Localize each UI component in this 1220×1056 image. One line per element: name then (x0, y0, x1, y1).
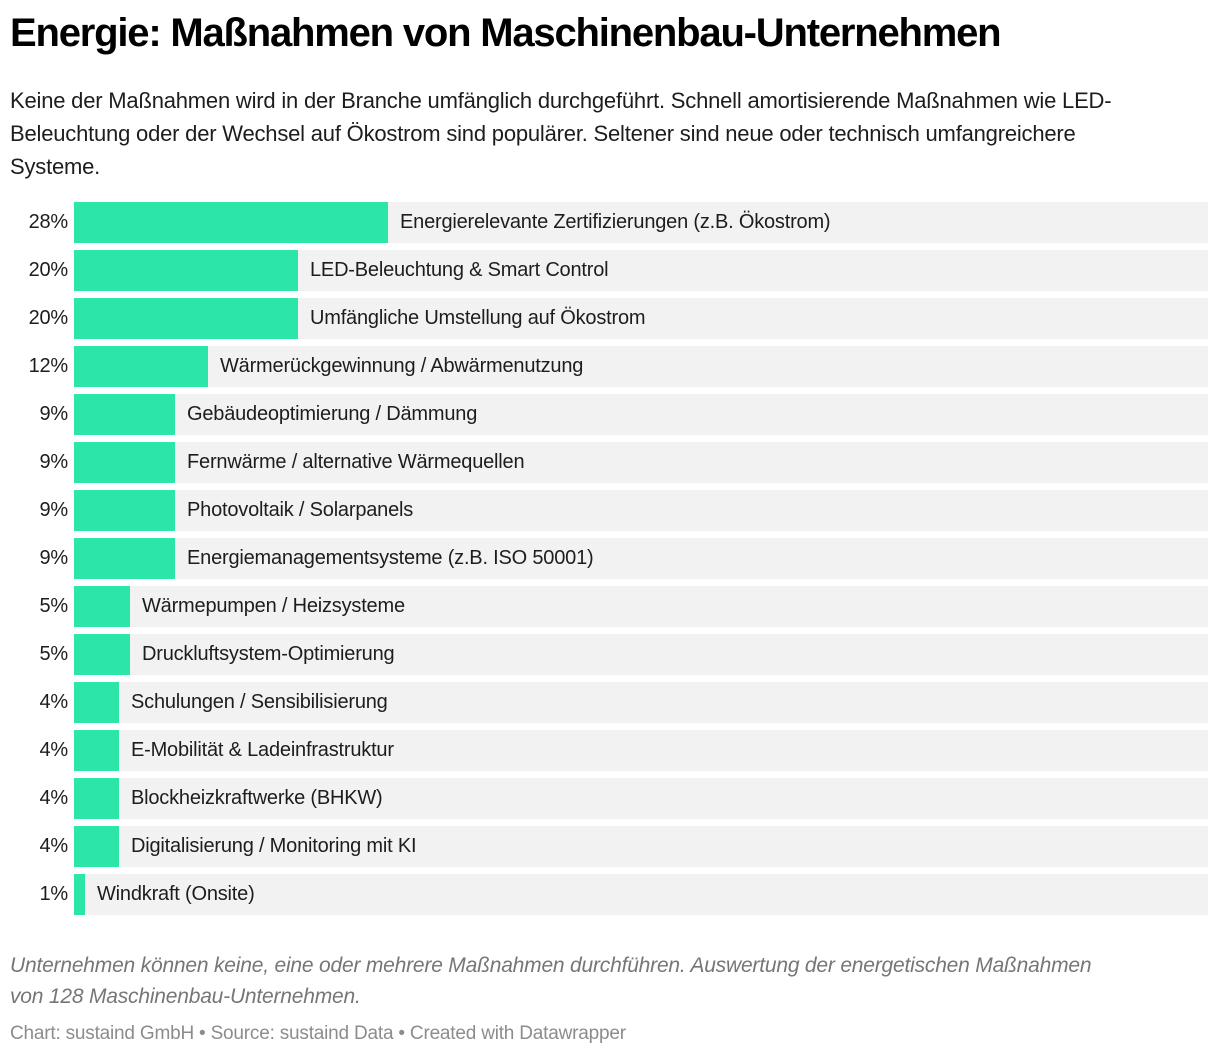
bar-row: 20% LED-Beleuchtung & Smart Control (0, 250, 1220, 291)
bar-row: 28% Energierelevante Zertifizierungen (z.… (0, 202, 1220, 243)
bar (74, 730, 119, 771)
bar-track: Gebäudeoptimierung / Dämmung (74, 394, 1208, 435)
bar (74, 250, 298, 291)
bar-row: 4% Digitalisierung / Monitoring mit KI (0, 826, 1220, 867)
bar (74, 490, 175, 531)
bar-row: 5% Wärmepumpen / Heizsysteme (0, 586, 1220, 627)
bar-track: LED-Beleuchtung & Smart Control (74, 250, 1208, 291)
bar-value-label: 5% (39, 595, 68, 617)
bar-track: Wärmepumpen / Heizsysteme (74, 586, 1208, 627)
chart-title: Energie: Maßnahmen von Maschinenbau-Unte… (10, 11, 1002, 55)
bar-category-label: Energierelevante Zertifizierungen (z.B. … (400, 211, 831, 233)
bar-track: Fernwärme / alternative Wärmequellen (74, 442, 1208, 483)
bar (74, 778, 119, 819)
bar-row: 9% Gebäudeoptimierung / Dämmung (0, 394, 1220, 435)
bar-category-label: E-Mobilität & Ladeinfrastruktur (131, 739, 394, 761)
bar-row: 9% Energiemanagementsysteme (z.B. ISO 500… (0, 538, 1220, 579)
bar-track: Schulungen / Sensibilisierung (74, 682, 1208, 723)
bar-row: 4% Schulungen / Sensibilisierung (0, 682, 1220, 723)
bar-category-label: Umfängliche Umstellung auf Ökostrom (310, 307, 646, 329)
bar-value-label: 20% (28, 259, 69, 281)
bar-track: Energiemanagementsysteme (z.B. ISO 50001… (74, 538, 1208, 579)
chart-notes: Unternehmen können keine, eine oder mehr… (10, 954, 1092, 1008)
bar-category-label: Blockheizkraftwerke (BHKW) (131, 787, 383, 809)
bar-category-label: Wärmerückgewinnung / Abwärmenutzung (220, 355, 584, 377)
bar-track: Umfängliche Umstellung auf Ökostrom (74, 298, 1208, 339)
bar-category-label: Energiemanagementsysteme (z.B. ISO 50001… (187, 547, 594, 569)
bar-category-label: Digitalisierung / Monitoring mit KI (131, 835, 417, 857)
bar-category-label: Wärmepumpen / Heizsysteme (142, 595, 405, 617)
bar-category-label: Gebäudeoptimierung / Dämmung (187, 403, 478, 425)
bar (74, 826, 119, 867)
bar (74, 634, 130, 675)
bar-row: 4% E-Mobilität & Ladeinfrastruktur (0, 730, 1220, 771)
bar (74, 682, 119, 723)
bar-value-label: 4% (39, 691, 68, 713)
bar-value-label: 9% (39, 451, 68, 473)
bar (74, 394, 175, 435)
bar-category-label: Fernwärme / alternative Wärmequellen (187, 451, 525, 473)
bar-track: Druckluftsystem-Optimierung (74, 634, 1208, 675)
bar-value-label: 4% (39, 787, 68, 809)
bar-track: E-Mobilität & Ladeinfrastruktur (74, 730, 1208, 771)
bar (74, 346, 208, 387)
bar (74, 874, 85, 915)
bar (74, 202, 388, 243)
chart-byline: Chart: sustaind GmbH • Source: sustaind … (10, 1023, 626, 1044)
bar-row: 9% Fernwärme / alternative Wärmequellen (0, 442, 1220, 483)
bar-category-label: Photovoltaik / Solarpanels (187, 499, 414, 521)
bar-category-label: Druckluftsystem-Optimierung (142, 643, 395, 665)
bar-row: 1% Windkraft (Onsite) (0, 874, 1220, 915)
bar-track: Windkraft (Onsite) (74, 874, 1208, 915)
chart-subtitle: Keine der Maßnahmen wird in der Branche … (10, 88, 1112, 179)
bar-track: Photovoltaik / Solarpanels (74, 490, 1208, 531)
bar-value-label: 9% (39, 403, 68, 425)
bar (74, 538, 175, 579)
bar (74, 298, 298, 339)
bar-row: 12% Wärmerückgewinnung / Abwärmenutzung (0, 346, 1220, 387)
bar-category-label: Schulungen / Sensibilisierung (131, 691, 388, 713)
bar-value-label: 4% (39, 739, 68, 761)
bar-category-label: Windkraft (Onsite) (97, 883, 255, 905)
bar-value-label: 9% (39, 547, 68, 569)
bar-row: 5% Druckluftsystem-Optimierung (0, 634, 1220, 675)
bar-value-label: 20% (28, 307, 69, 329)
bar-track: Wärmerückgewinnung / Abwärmenutzung (74, 346, 1208, 387)
bar-value-label: 5% (39, 643, 68, 665)
bar-row: 4% Blockheizkraftwerke (BHKW) (0, 778, 1220, 819)
bar-track: Digitalisierung / Monitoring mit KI (74, 826, 1208, 867)
bar (74, 442, 175, 483)
bar-value-label: 9% (39, 499, 68, 521)
bar-row: 20% Umfängliche Umstellung auf Ökostrom (0, 298, 1220, 339)
bar-track: Blockheizkraftwerke (BHKW) (74, 778, 1208, 819)
bar-value-label: 12% (28, 355, 69, 377)
bar-value-label: 4% (39, 835, 68, 857)
bar-row: 9% Photovoltaik / Solarpanels (0, 490, 1220, 531)
bar (74, 586, 130, 627)
bar-value-label: 1% (39, 883, 68, 905)
bar-value-label: 28% (28, 211, 69, 233)
bar-chart: 28% Energierelevante Zertifizierungen (z.… (0, 202, 1220, 915)
bar-category-label: LED-Beleuchtung & Smart Control (310, 259, 609, 281)
bar-track: Energierelevante Zertifizierungen (z.B. … (74, 202, 1208, 243)
